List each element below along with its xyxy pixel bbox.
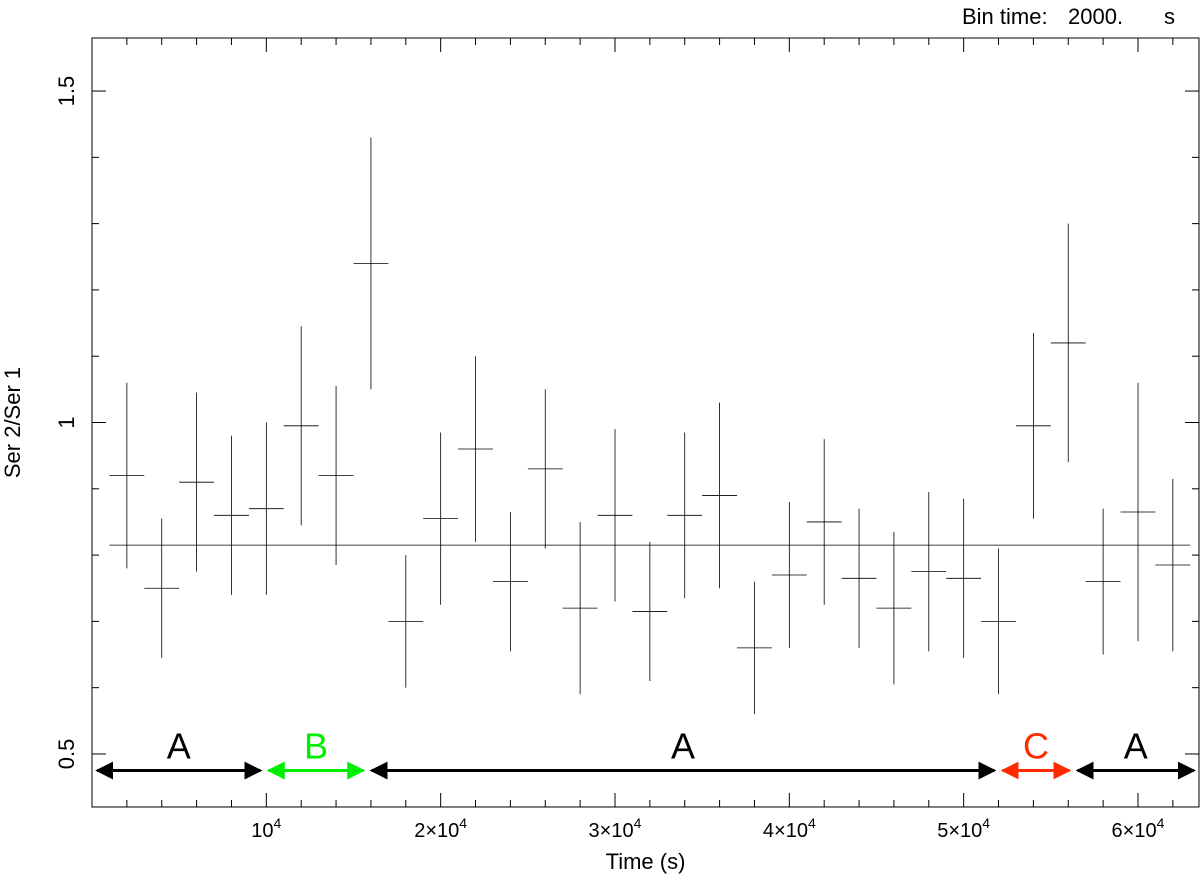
bin-time-value: 2000. (1068, 4, 1124, 29)
bin-time-label: Bin time: (962, 4, 1048, 29)
y-tick-label: 0.5 (54, 739, 79, 770)
y-axis-label: Ser 2/Ser 1 (0, 367, 25, 478)
bin-time-unit: s (1164, 4, 1175, 29)
x-tick-label: 4×104 (763, 815, 816, 842)
interval-label-A: A (167, 726, 191, 767)
y-tick-label: 1 (54, 416, 79, 428)
x-tick-label: 2×104 (414, 815, 467, 842)
interval-label-A: A (1124, 726, 1148, 767)
x-tick-label: 5×104 (937, 815, 990, 842)
interval-label-B: B (304, 726, 328, 767)
x-tick-label: 3×104 (589, 815, 642, 842)
x-axis-label: Time (s) (606, 849, 686, 874)
interval-label-A: A (671, 726, 695, 767)
y-tick-label: 1.5 (54, 76, 79, 107)
x-tick-label: 104 (251, 815, 281, 842)
plot-frame (91, 37, 1200, 808)
interval-label-C: C (1023, 726, 1049, 767)
x-tick-label: 6×104 (1112, 815, 1165, 842)
